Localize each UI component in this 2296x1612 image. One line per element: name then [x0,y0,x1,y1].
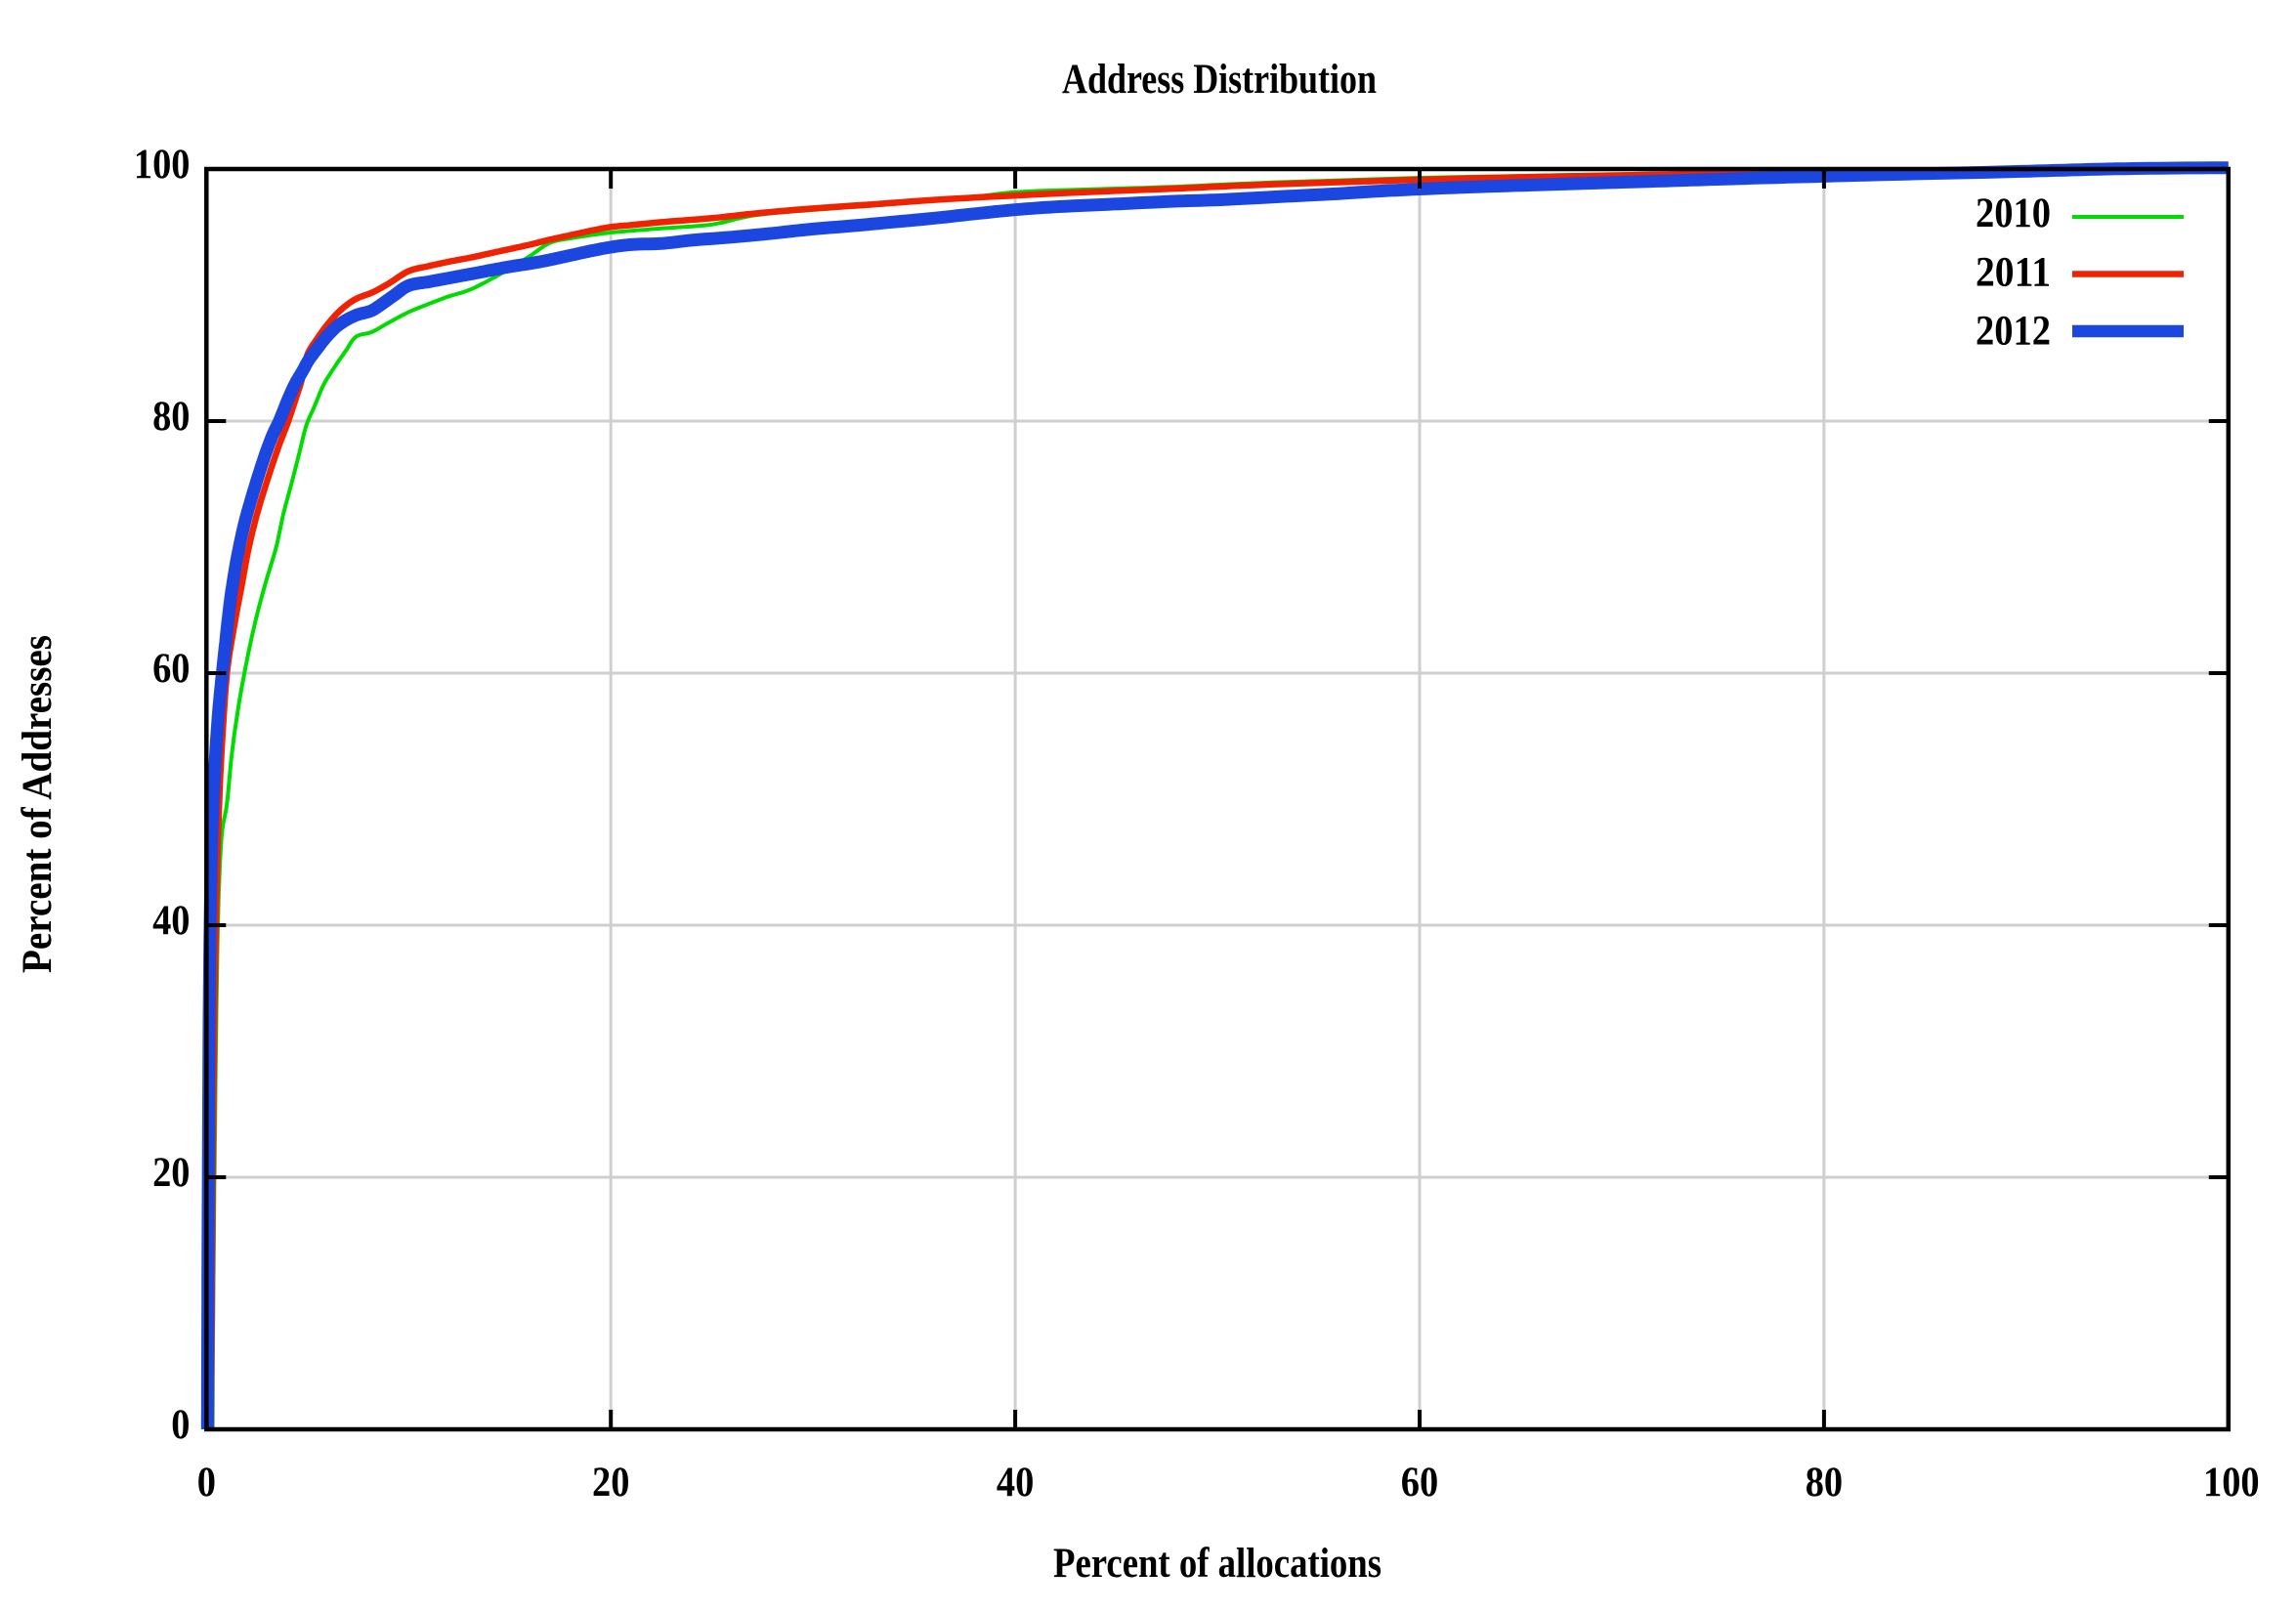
svg-text:60: 60 [1401,1459,1438,1506]
svg-text:80: 80 [1806,1459,1843,1506]
svg-text:Address Distribution: Address Distribution [1062,56,1377,103]
svg-text:60: 60 [152,645,190,692]
svg-text:Percent of Addresses: Percent of Addresses [14,635,61,973]
svg-text:20: 20 [592,1459,629,1506]
svg-text:2010: 2010 [1976,190,2051,236]
svg-text:0: 0 [197,1459,216,1506]
svg-text:40: 40 [152,897,190,944]
svg-text:80: 80 [152,393,190,440]
svg-text:40: 40 [997,1459,1034,1506]
svg-text:2011: 2011 [1976,249,2051,296]
svg-text:100: 100 [134,141,191,188]
svg-text:Percent of allocations: Percent of allocations [1053,1540,1382,1587]
svg-text:20: 20 [152,1149,190,1196]
svg-text:2012: 2012 [1976,308,2051,355]
svg-text:0: 0 [171,1401,190,1448]
svg-text:100: 100 [2203,1459,2260,1506]
